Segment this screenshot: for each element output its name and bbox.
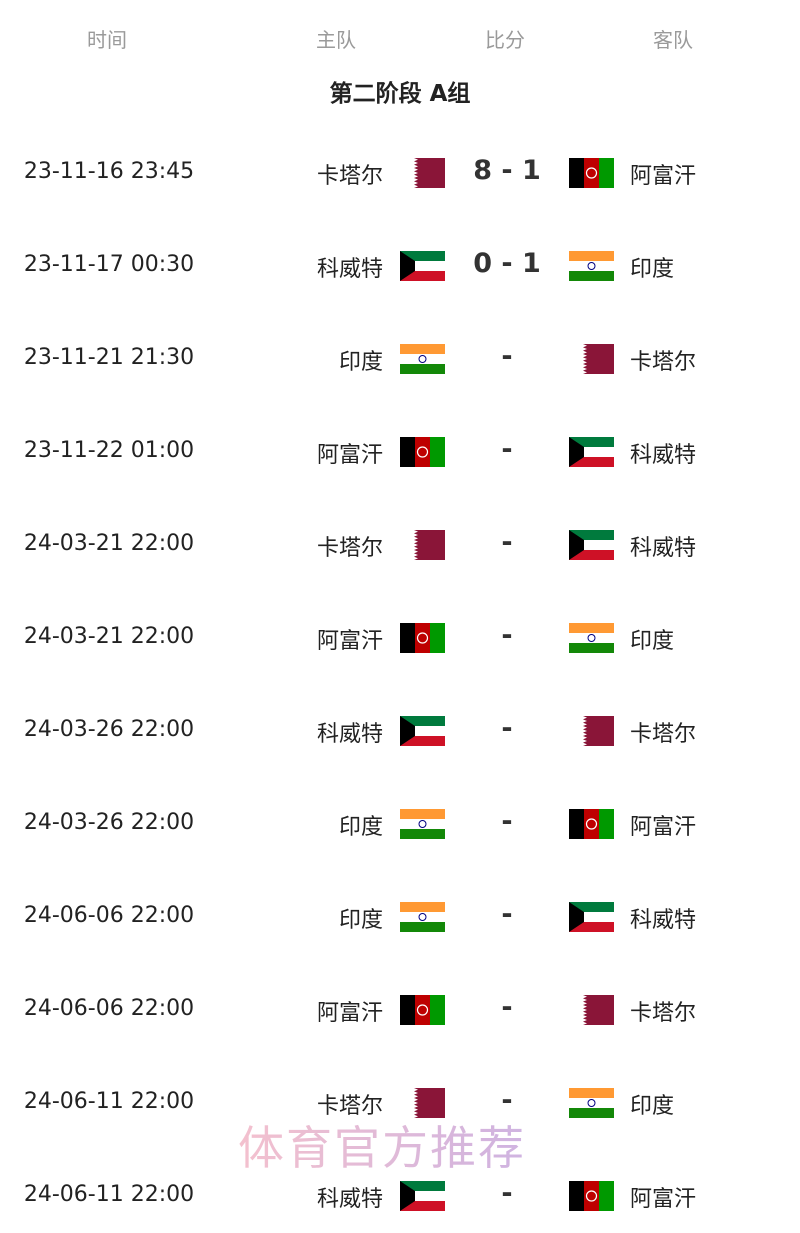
match-time: 23-11-17 00:30 [23,252,195,277]
match-row[interactable]: 24-03-26 22:00 科威特 - 卡塔尔 [0,701,800,761]
match-row[interactable]: 24-06-06 22:00 印度 - 科威特 [0,887,800,947]
match-score: - [501,806,513,837]
away-team-name: 卡塔尔 [630,722,697,747]
away-flag-icon [569,623,614,653]
away-team-name: 阿富汗 [630,164,697,189]
match-score: - [501,620,513,651]
home-team-name: 印度 [338,815,383,840]
home-flag-icon [400,344,445,374]
home-team-name: 印度 [338,908,383,933]
home-flag-icon [400,1181,445,1211]
match-row[interactable]: 24-06-06 22:00 阿富汗 - 卡塔尔 [0,980,800,1040]
away-team-name: 科威特 [630,443,697,468]
match-row[interactable]: 24-03-26 22:00 印度 - 阿富汗 [0,794,800,854]
match-row[interactable]: 23-11-21 21:30 印度 - 卡塔尔 [0,329,800,389]
away-flag-icon [569,716,614,746]
away-team-name: 阿富汗 [630,815,697,840]
match-time: 24-06-06 22:00 [23,996,195,1021]
match-score: - [501,992,513,1023]
match-row[interactable]: 24-06-11 22:00 科威特 - 阿富汗 [0,1166,800,1226]
match-time: 24-06-11 22:00 [23,1089,195,1114]
match-time: 24-03-26 22:00 [23,810,195,835]
header-time: 时间 [87,28,127,52]
away-flag-icon [569,530,614,560]
away-team-name: 卡塔尔 [630,350,697,375]
match-time: 24-03-21 22:00 [23,624,195,649]
match-time: 23-11-22 01:00 [23,438,195,463]
match-score: - [501,713,513,744]
home-flag-icon [400,158,445,188]
away-flag-icon [569,809,614,839]
home-team-name: 阿富汗 [316,1001,383,1026]
away-team-name: 印度 [630,257,675,282]
away-team-name: 印度 [630,1094,675,1119]
home-team-name: 印度 [338,350,383,375]
home-team-name: 卡塔尔 [316,536,383,561]
header-home: 主队 [316,28,356,52]
match-row[interactable]: 24-03-21 22:00 阿富汗 - 印度 [0,608,800,668]
header-away: 客队 [653,28,693,52]
match-time: 24-03-21 22:00 [23,531,195,556]
home-flag-icon [400,623,445,653]
away-flag-icon [569,1181,614,1211]
away-team-name: 印度 [630,629,675,654]
match-row[interactable]: 24-03-21 22:00 卡塔尔 - 科威特 [0,515,800,575]
match-row[interactable]: 24-06-11 22:00 卡塔尔 - 印度 [0,1073,800,1133]
home-team-name: 阿富汗 [316,629,383,654]
match-time: 24-03-26 22:00 [23,717,195,742]
away-flag-icon [569,251,614,281]
home-team-name: 阿富汗 [316,443,383,468]
match-score: - [501,1178,513,1209]
away-team-name: 卡塔尔 [630,1001,697,1026]
home-flag-icon [400,437,445,467]
away-flag-icon [569,437,614,467]
away-flag-icon [569,344,614,374]
home-team-name: 卡塔尔 [316,164,383,189]
away-team-name: 科威特 [630,908,697,933]
away-flag-icon [569,1088,614,1118]
match-score: - [501,341,513,372]
home-team-name: 卡塔尔 [316,1094,383,1119]
home-flag-icon [400,995,445,1025]
group-title: 第二阶段 A组 [329,81,471,107]
home-flag-icon [400,716,445,746]
match-score: - [501,434,513,465]
home-flag-icon [400,1088,445,1118]
match-score: - [501,527,513,558]
away-flag-icon [569,995,614,1025]
match-score: - [501,1085,513,1116]
home-flag-icon [400,809,445,839]
away-team-name: 科威特 [630,536,697,561]
match-row[interactable]: 23-11-22 01:00 阿富汗 - 科威特 [0,422,800,482]
match-row[interactable]: 23-11-16 23:45 卡塔尔 8 - 1 阿富汗 [0,143,800,203]
match-time: 24-06-06 22:00 [23,903,195,928]
header-score: 比分 [485,28,525,52]
match-time: 23-11-16 23:45 [23,159,195,184]
home-team-name: 科威特 [316,257,383,282]
home-flag-icon [400,530,445,560]
match-row[interactable]: 23-11-17 00:30 科威特 0 - 1 印度 [0,236,800,296]
match-score: - [501,899,513,930]
match-time: 23-11-21 21:30 [23,345,195,370]
home-team-name: 科威特 [316,722,383,747]
away-flag-icon [569,902,614,932]
away-flag-icon [569,158,614,188]
match-time: 24-06-11 22:00 [23,1182,195,1207]
away-team-name: 阿富汗 [630,1187,697,1212]
home-team-name: 科威特 [316,1187,383,1212]
match-score: 8 - 1 [473,155,541,186]
home-flag-icon [400,902,445,932]
match-score: 0 - 1 [473,248,541,279]
home-flag-icon [400,251,445,281]
